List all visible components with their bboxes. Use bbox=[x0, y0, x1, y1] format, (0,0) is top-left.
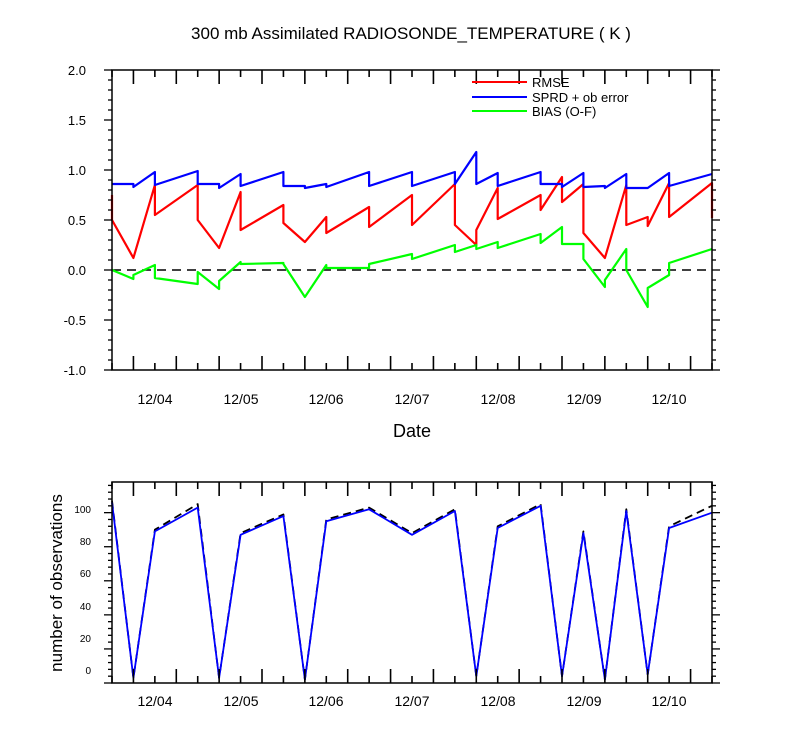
y-tick-label: -1.0 bbox=[64, 363, 86, 378]
bottom-plot-frame bbox=[111, 481, 713, 684]
x-tick-label: 12/09 bbox=[566, 693, 601, 709]
top-chart-title: 300 mb Assimilated RADIOSONDE_TEMPERATUR… bbox=[191, 24, 631, 43]
top-x-tick-labels: 12/04 12/05 12/06 12/07 12/08 12/09 12/1… bbox=[137, 391, 686, 407]
x-tick-label: 12/05 bbox=[223, 693, 258, 709]
legend-label-rmse: RMSE bbox=[532, 75, 570, 90]
y-tick-label: 0.0 bbox=[68, 263, 86, 278]
y-tick-label: 0 bbox=[85, 666, 91, 677]
x-tick-label: 12/06 bbox=[308, 693, 343, 709]
bottom-y-ticks: 0 20 40 60 80 100 bbox=[74, 484, 720, 684]
x-tick-label: 12/05 bbox=[223, 391, 258, 407]
x-tick-label: 12/04 bbox=[137, 693, 172, 709]
bottom-series-line-assimilated-observations bbox=[111, 502, 713, 681]
bottom-series-line-observations bbox=[111, 500, 713, 681]
top-plot-area bbox=[110, 69, 714, 371]
y-tick-label: 1.0 bbox=[68, 163, 86, 178]
x-axis-title: Date bbox=[393, 421, 431, 441]
y-tick-label: 60 bbox=[80, 569, 92, 580]
y-tick-label: 40 bbox=[80, 602, 92, 613]
top-series-line-bias-o-f bbox=[111, 225, 713, 309]
x-tick-label: 12/07 bbox=[394, 693, 429, 709]
legend-label-bias: BIAS (O-F) bbox=[532, 104, 596, 119]
y-axis-title: number of observations bbox=[47, 494, 66, 672]
x-tick-label: 12/07 bbox=[394, 391, 429, 407]
x-tick-label: 12/06 bbox=[308, 391, 343, 407]
x-tick-label: 12/10 bbox=[651, 693, 686, 709]
bottom-x-ticks bbox=[111, 482, 713, 683]
y-tick-label: 20 bbox=[80, 634, 92, 645]
top-series-line-sprd-ob-error bbox=[112, 150, 713, 190]
legend-item-sprd: SPRD + ob error bbox=[472, 90, 629, 105]
bottom-plot-area bbox=[111, 481, 713, 684]
y-tick-label: 2.0 bbox=[68, 63, 86, 78]
y-tick-label: 0.5 bbox=[68, 213, 86, 228]
x-tick-label: 12/09 bbox=[566, 391, 601, 407]
x-tick-label: 12/10 bbox=[651, 391, 686, 407]
y-tick-label: 1.5 bbox=[68, 113, 86, 128]
y-tick-label: 100 bbox=[74, 505, 91, 516]
bottom-x-tick-labels: 12/04 12/05 12/06 12/07 12/08 12/09 12/1… bbox=[137, 693, 686, 709]
y-tick-label: -0.5 bbox=[64, 313, 86, 328]
legend-label-sprd: SPRD + ob error bbox=[532, 90, 629, 105]
legend-item-rmse: RMSE bbox=[472, 75, 570, 90]
y-tick-label: 80 bbox=[80, 537, 92, 548]
top-series-group bbox=[110, 150, 714, 309]
top-series-line-rmse bbox=[110, 175, 714, 260]
top-y-ticks: -1.0 -0.5 0.0 0.5 1.0 1.5 2.0 bbox=[64, 63, 720, 378]
legend-item-bias: BIAS (O-F) bbox=[472, 104, 596, 119]
top-chart: 300 mb Assimilated RADIOSONDE_TEMPERATUR… bbox=[64, 24, 720, 441]
x-tick-label: 12/04 bbox=[137, 391, 172, 407]
x-tick-label: 12/08 bbox=[480, 391, 515, 407]
legend: RMSE SPRD + ob error BIAS (O-F) bbox=[472, 75, 629, 119]
bottom-series-group bbox=[111, 500, 713, 681]
bottom-chart: 0 20 40 60 80 100 12/04 12/05 12/06 12/0… bbox=[47, 481, 720, 709]
x-tick-label: 12/08 bbox=[480, 693, 515, 709]
